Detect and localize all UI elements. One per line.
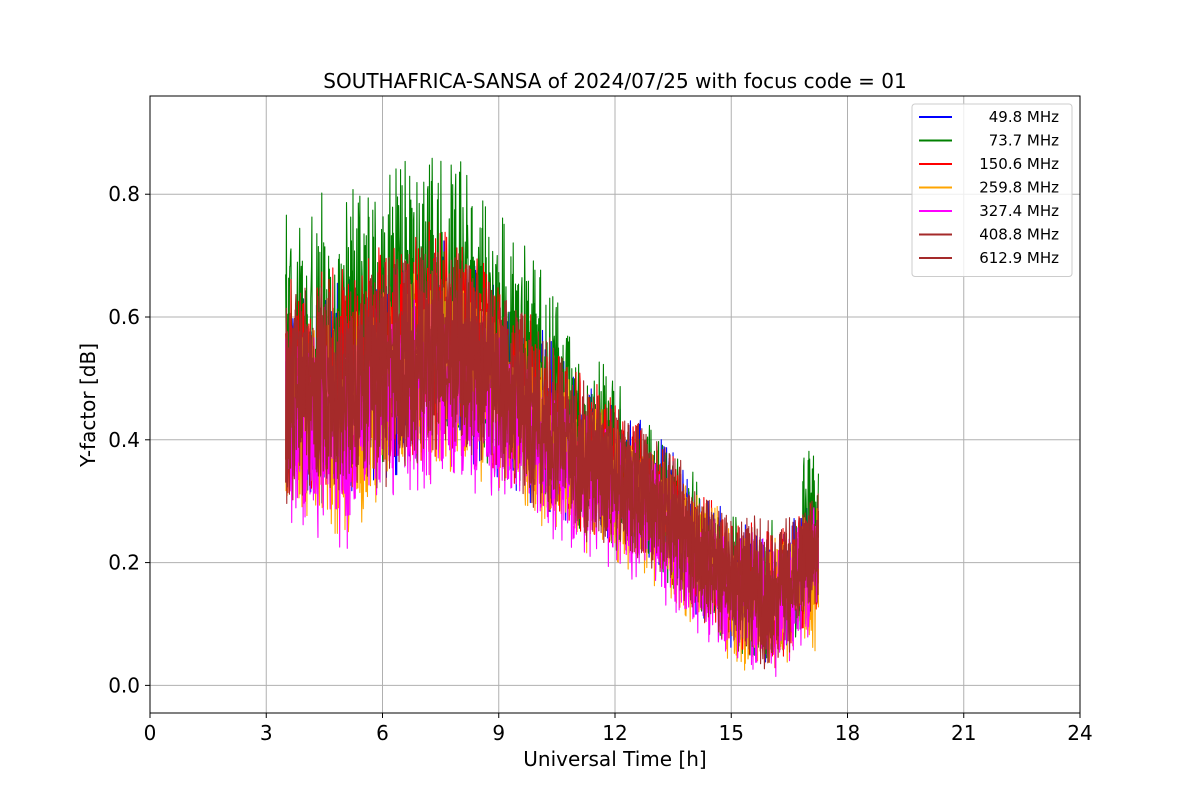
legend-entry: 73.7 MHz — [989, 132, 1059, 150]
x-tick-label: 0 — [144, 721, 157, 745]
x-tick-label: 24 — [1067, 721, 1092, 745]
x-tick-label: 3 — [260, 721, 273, 745]
y-axis: 0.0 0.2 0.4 0.6 0.8 — [108, 182, 150, 697]
y-tick-label: 0.6 — [108, 305, 140, 329]
x-tick-label: 6 — [376, 721, 389, 745]
plot-area — [285, 157, 819, 678]
chart-title: SOUTHAFRICA-SANSA of 2024/07/25 with foc… — [323, 69, 907, 93]
legend-entry: 49.8 MHz — [989, 108, 1059, 126]
x-tick-label: 21 — [951, 721, 976, 745]
y-axis-label: Y-factor [dB] — [76, 343, 100, 468]
y-tick-label: 0.2 — [108, 551, 140, 575]
x-axis: 0 3 6 9 12 15 18 21 24 — [144, 713, 1093, 745]
x-tick-label: 9 — [492, 721, 505, 745]
y-tick-label: 0.4 — [108, 428, 140, 452]
legend-entry: 327.4 MHz — [979, 202, 1059, 220]
legend-box — [911, 103, 1073, 277]
legend: 49.8 MHz 73.7 MHz 150.6 MHz 259.8 MHz 327.4 … — [911, 103, 1073, 277]
x-axis-label: Universal Time [h] — [523, 747, 706, 771]
x-tick-label: 18 — [835, 721, 860, 745]
y-tick-label: 0.0 — [108, 673, 140, 697]
legend-entry: 259.8 MHz — [979, 179, 1059, 197]
legend-entry: 408.8 MHz — [979, 226, 1059, 244]
legend-entry: 612.9 MHz — [979, 249, 1059, 267]
y-tick-label: 0.8 — [108, 182, 140, 206]
x-tick-label: 15 — [719, 721, 744, 745]
legend-entry: 150.6 MHz — [979, 155, 1059, 173]
x-tick-label: 12 — [602, 721, 627, 745]
series-line — [285, 240, 819, 670]
